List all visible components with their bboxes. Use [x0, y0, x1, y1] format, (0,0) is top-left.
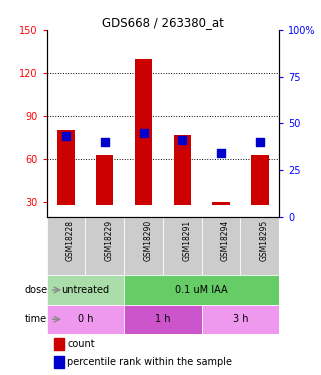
Bar — [251, 155, 269, 205]
Point — [257, 139, 263, 145]
Bar — [124, 217, 163, 275]
Bar — [57, 130, 75, 205]
Bar — [240, 217, 279, 275]
Text: 0 h: 0 h — [78, 314, 93, 324]
Bar — [47, 217, 85, 275]
Text: untreated: untreated — [61, 285, 109, 295]
Point — [102, 139, 107, 145]
Bar — [54, 356, 64, 368]
Bar — [202, 217, 240, 275]
Bar — [202, 304, 279, 334]
Text: 1 h: 1 h — [155, 314, 171, 324]
Text: GSM18228: GSM18228 — [66, 219, 75, 261]
Bar — [124, 304, 202, 334]
Bar — [96, 155, 113, 205]
Text: GSM18295: GSM18295 — [260, 219, 269, 261]
Text: percentile rank within the sample: percentile rank within the sample — [67, 357, 232, 367]
Point — [63, 134, 68, 140]
Bar — [47, 304, 124, 334]
Text: GSM18291: GSM18291 — [182, 219, 191, 261]
Bar — [85, 217, 124, 275]
Title: GDS668 / 263380_at: GDS668 / 263380_at — [102, 16, 224, 29]
Bar — [54, 338, 64, 350]
Text: GSM18294: GSM18294 — [221, 219, 230, 261]
Point — [141, 130, 146, 136]
Text: time: time — [25, 314, 47, 324]
Text: GSM18229: GSM18229 — [105, 219, 114, 261]
Bar — [163, 217, 202, 275]
Text: 3 h: 3 h — [233, 314, 248, 324]
Text: GSM18290: GSM18290 — [143, 219, 152, 261]
Point — [180, 137, 185, 143]
Bar — [47, 275, 124, 304]
Bar — [213, 202, 230, 205]
Bar — [174, 135, 191, 205]
Text: 0.1 uM IAA: 0.1 uM IAA — [175, 285, 228, 295]
Bar — [135, 59, 152, 205]
Text: count: count — [67, 339, 95, 349]
Point — [219, 150, 224, 156]
Bar — [124, 275, 279, 304]
Text: dose: dose — [24, 285, 47, 295]
